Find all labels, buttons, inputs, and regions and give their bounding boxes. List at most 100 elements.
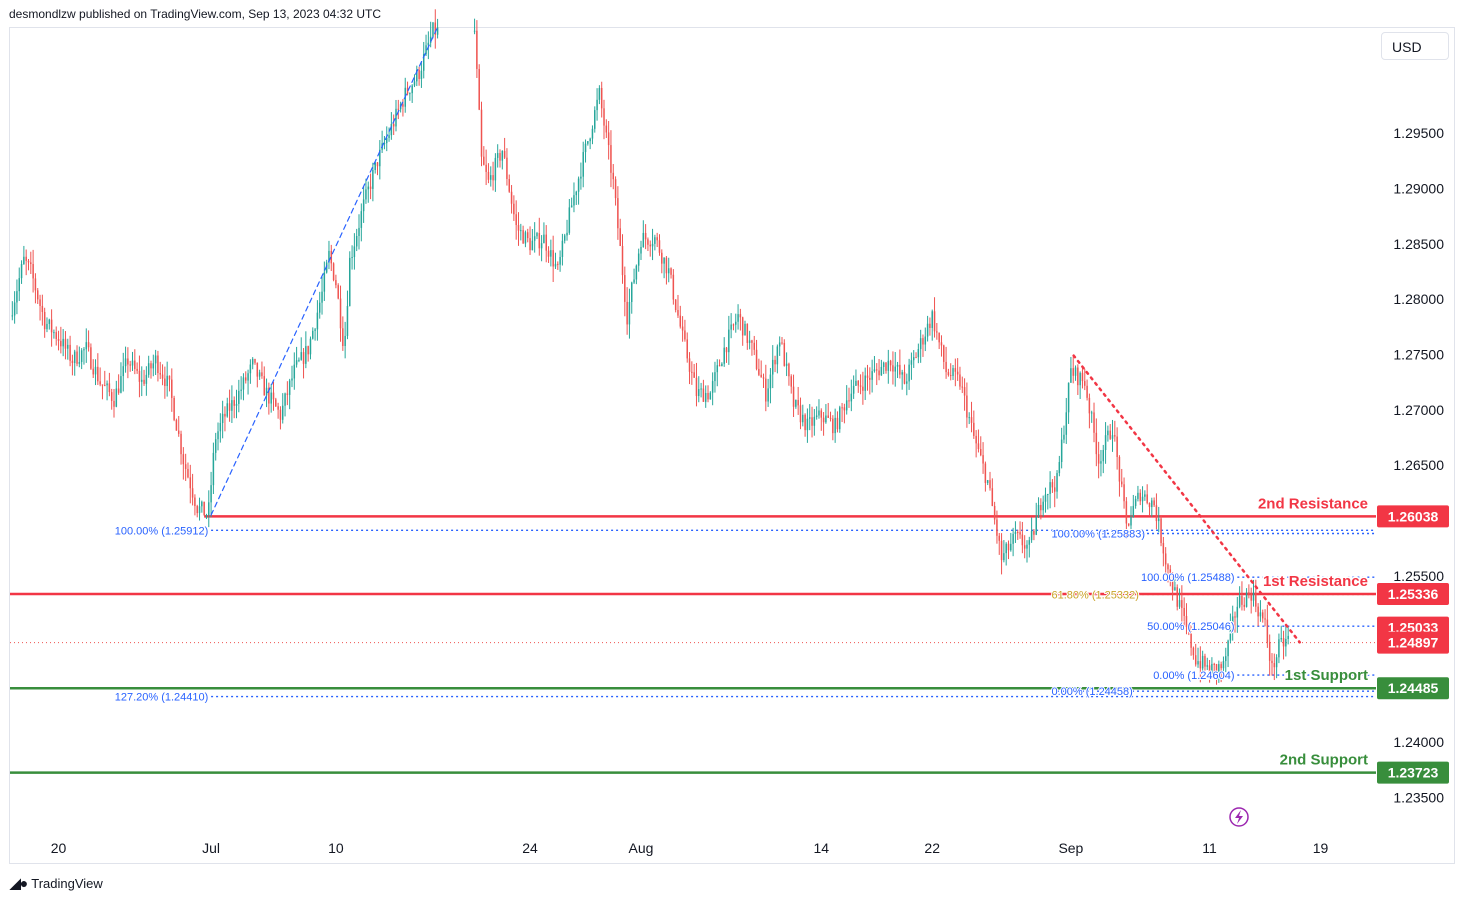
candle-body	[815, 415, 818, 417]
candle-body	[265, 387, 268, 396]
candle	[857, 380, 860, 393]
candle	[175, 418, 178, 431]
candle	[1053, 476, 1056, 508]
candle-body	[124, 358, 127, 367]
candle	[150, 360, 152, 379]
candle	[799, 397, 802, 430]
candle-body	[718, 365, 721, 367]
candle-body	[529, 238, 531, 251]
candle	[929, 317, 931, 336]
candle	[390, 112, 393, 140]
candle	[67, 338, 69, 360]
candle	[1280, 625, 1282, 643]
candle-body	[420, 70, 423, 79]
candle-body	[1111, 435, 1114, 439]
candle	[1227, 639, 1229, 668]
candle-body	[143, 379, 145, 384]
candle	[741, 316, 744, 346]
currency-selector[interactable]: USD	[1381, 32, 1449, 60]
candle	[1261, 609, 1264, 623]
candle-body	[254, 358, 256, 363]
candle	[1012, 527, 1014, 557]
candle-body	[298, 359, 300, 361]
candle	[1250, 587, 1252, 614]
candle-body	[822, 417, 825, 423]
candle	[1035, 502, 1037, 536]
candle	[1215, 663, 1218, 685]
candle-body	[157, 355, 159, 374]
price-tag-bg	[1377, 631, 1449, 654]
candle-body	[16, 291, 18, 303]
candle-body	[970, 417, 973, 423]
candle	[145, 366, 148, 396]
candle	[933, 297, 936, 338]
candle	[245, 371, 247, 384]
candle	[242, 373, 245, 401]
candle-body	[1086, 385, 1088, 398]
candle-body	[427, 42, 430, 46]
candle-body	[700, 388, 702, 390]
candle	[986, 479, 989, 486]
candle-body	[496, 153, 499, 158]
candle-body	[1241, 595, 1243, 605]
candle	[603, 99, 605, 140]
level-price-tag-bg	[1377, 583, 1449, 606]
candle	[23, 245, 25, 265]
candle-body	[383, 143, 386, 145]
candle	[1074, 365, 1077, 381]
candle	[751, 339, 753, 356]
candle	[758, 358, 760, 377]
candle	[626, 287, 628, 335]
candle-body	[1134, 498, 1137, 506]
candle-body	[362, 199, 365, 212]
level-label: 2nd Support	[1280, 752, 1368, 769]
candle	[695, 362, 698, 407]
candle	[899, 349, 901, 379]
candle	[1104, 422, 1107, 464]
candle	[520, 223, 522, 241]
candle	[434, 9, 437, 49]
candle-body	[314, 329, 316, 331]
candle-body	[1070, 368, 1072, 383]
candle	[240, 376, 242, 400]
candle-body	[483, 156, 485, 165]
candle-body	[281, 405, 284, 420]
chart-frame[interactable]	[9, 27, 1455, 864]
candle-body	[226, 403, 229, 417]
candle	[1241, 581, 1243, 611]
candle	[1188, 624, 1190, 636]
candle-body	[1282, 638, 1285, 647]
candle	[850, 379, 853, 412]
candle	[422, 41, 425, 79]
candle-body	[716, 365, 719, 373]
candle	[182, 447, 185, 480]
candle	[728, 315, 730, 365]
candle-body	[365, 189, 367, 200]
candle	[547, 246, 550, 263]
candle	[832, 415, 834, 441]
candle	[1047, 493, 1049, 510]
candle-body	[1261, 612, 1264, 619]
candle	[64, 331, 67, 360]
candle-body	[231, 400, 233, 411]
candle	[346, 290, 349, 340]
candle-body	[182, 454, 185, 465]
candle-body	[316, 312, 319, 330]
candle-body	[1227, 640, 1229, 657]
candle-body	[413, 81, 416, 86]
candle	[1201, 650, 1204, 671]
candle-body	[1197, 661, 1199, 665]
candle-body	[1174, 587, 1176, 591]
candle-body	[1121, 481, 1123, 485]
candle-body	[473, 30, 476, 32]
candle-body	[353, 246, 356, 258]
candle	[349, 251, 351, 307]
candle-body	[388, 135, 390, 139]
candle-body	[150, 363, 152, 369]
lightning-icon[interactable]	[1229, 807, 1249, 827]
candle-body	[418, 69, 420, 79]
candle	[624, 266, 626, 317]
candle	[688, 352, 691, 385]
candle-body	[1084, 381, 1086, 386]
